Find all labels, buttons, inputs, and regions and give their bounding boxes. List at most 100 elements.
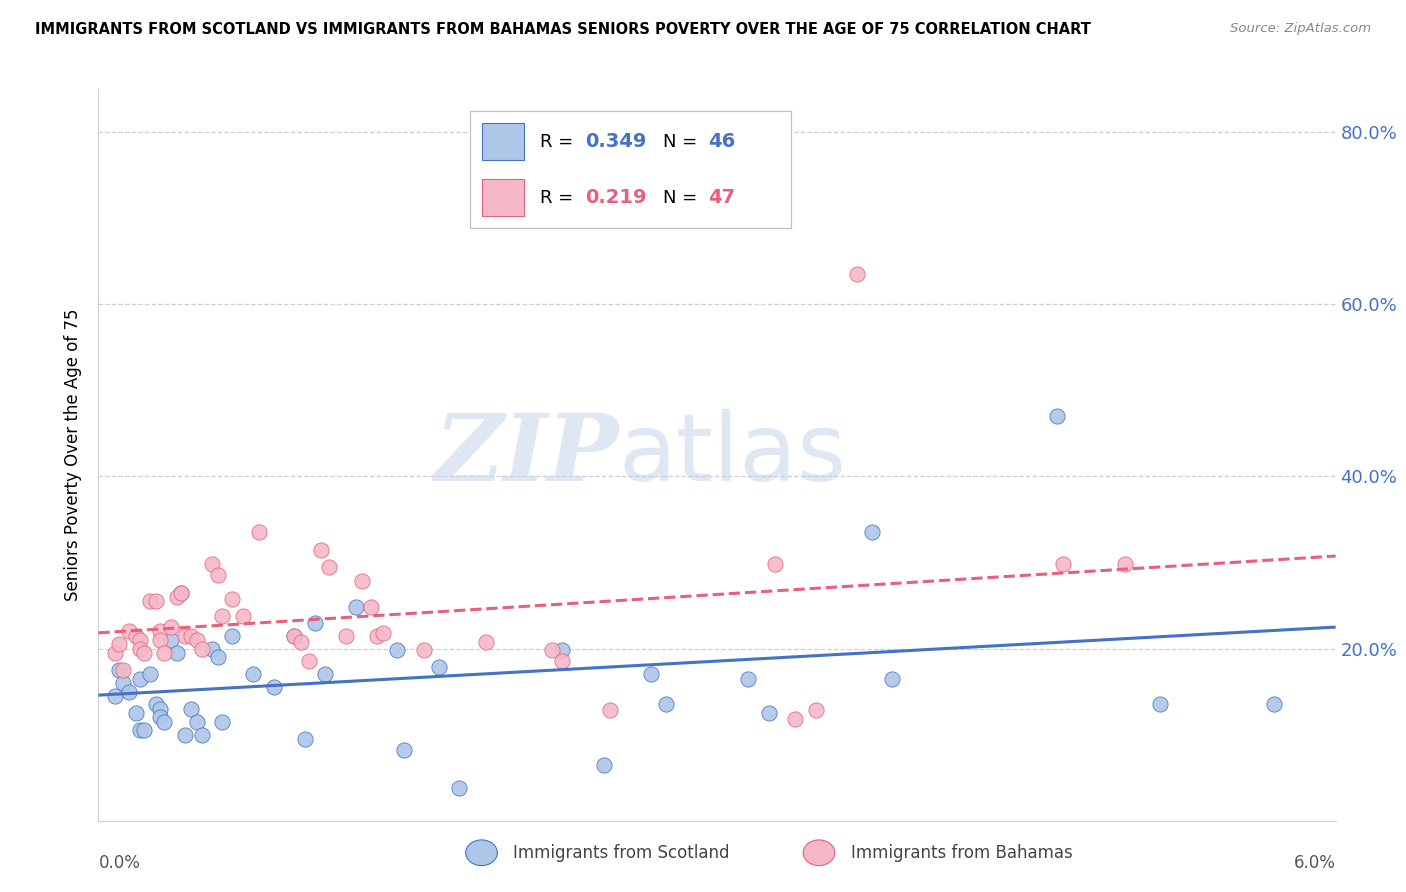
Point: [145, 594, 167, 608]
Point: [139, 594, 162, 608]
Y-axis label: Seniors Poverty Over the Age of 75: Seniors Poverty Over the Age of 75: [65, 309, 83, 601]
Point: [118, 624, 141, 639]
Point: [221, 629, 243, 643]
Text: 6.0%: 6.0%: [1294, 854, 1336, 871]
Point: [366, 629, 388, 643]
Point: [207, 650, 229, 665]
Point: [413, 643, 436, 657]
Text: R =: R =: [540, 133, 579, 151]
Point: [170, 585, 193, 599]
Point: [153, 646, 176, 660]
Point: [201, 558, 224, 572]
Point: [139, 667, 162, 681]
Point: [882, 672, 904, 686]
Point: [132, 646, 155, 660]
Point: [186, 714, 208, 729]
Point: [387, 643, 409, 657]
Point: [242, 667, 264, 681]
Point: [149, 632, 172, 647]
Point: [785, 712, 807, 726]
Text: N =: N =: [662, 133, 703, 151]
Point: [166, 646, 188, 660]
Point: [128, 672, 150, 686]
Point: [211, 714, 233, 729]
Point: [592, 757, 614, 772]
Point: [132, 723, 155, 738]
Point: [290, 634, 312, 648]
Point: [309, 542, 332, 557]
Point: [1114, 558, 1136, 572]
Point: [427, 660, 450, 674]
Point: [145, 698, 167, 712]
Point: [118, 684, 141, 698]
Point: [654, 698, 676, 712]
Text: N =: N =: [662, 189, 703, 207]
Point: [159, 620, 181, 634]
Text: 0.349: 0.349: [585, 132, 647, 151]
Point: [758, 706, 780, 720]
Point: [318, 559, 340, 574]
Text: 46: 46: [707, 132, 735, 151]
Point: [283, 629, 305, 643]
Text: 0.219: 0.219: [585, 188, 647, 207]
Point: [1046, 409, 1069, 424]
Point: [108, 637, 131, 651]
Point: [112, 663, 135, 677]
Point: [860, 525, 883, 540]
Point: [104, 689, 127, 703]
Point: [232, 608, 254, 623]
Circle shape: [465, 840, 498, 865]
Point: [149, 710, 172, 724]
Point: [360, 600, 382, 615]
FancyBboxPatch shape: [482, 123, 524, 161]
Text: 47: 47: [707, 188, 735, 207]
Text: 0.0%: 0.0%: [98, 854, 141, 871]
Circle shape: [803, 840, 835, 865]
Point: [190, 728, 212, 742]
Point: [180, 702, 202, 716]
Point: [392, 743, 415, 757]
Point: [737, 672, 759, 686]
Point: [1149, 698, 1171, 712]
Point: [221, 591, 243, 606]
Text: IMMIGRANTS FROM SCOTLAND VS IMMIGRANTS FROM BAHAMAS SENIORS POVERTY OVER THE AGE: IMMIGRANTS FROM SCOTLAND VS IMMIGRANTS F…: [35, 22, 1091, 37]
Text: Immigrants from Scotland: Immigrants from Scotland: [513, 844, 730, 862]
Point: [298, 655, 321, 669]
Point: [640, 667, 662, 681]
Point: [186, 632, 208, 647]
Point: [108, 663, 131, 677]
Point: [174, 629, 197, 643]
Point: [201, 641, 224, 656]
Text: Immigrants from Bahamas: Immigrants from Bahamas: [851, 844, 1073, 862]
Point: [283, 629, 305, 643]
Point: [128, 641, 150, 656]
Point: [1052, 558, 1074, 572]
Point: [804, 704, 827, 718]
Text: ZIP: ZIP: [434, 410, 619, 500]
Point: [263, 680, 285, 694]
Point: [190, 641, 212, 656]
Point: [599, 704, 621, 718]
Point: [371, 626, 394, 640]
Point: [128, 632, 150, 647]
Text: R =: R =: [540, 189, 579, 207]
Point: [304, 615, 326, 630]
Point: [159, 632, 181, 647]
Point: [180, 629, 202, 643]
Point: [211, 608, 233, 623]
Point: [128, 723, 150, 738]
Point: [344, 600, 367, 615]
Point: [335, 629, 357, 643]
Text: Source: ZipAtlas.com: Source: ZipAtlas.com: [1230, 22, 1371, 36]
Point: [166, 590, 188, 604]
Point: [174, 728, 197, 742]
Point: [149, 702, 172, 716]
Point: [551, 655, 574, 669]
Point: [112, 676, 135, 690]
Point: [153, 714, 176, 729]
Point: [124, 706, 146, 720]
Point: [352, 574, 374, 589]
Point: [475, 634, 498, 648]
Point: [551, 643, 574, 657]
Point: [149, 624, 172, 639]
